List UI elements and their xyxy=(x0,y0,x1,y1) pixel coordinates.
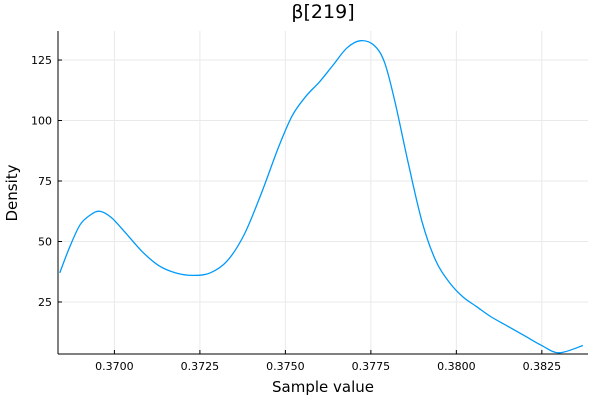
density-series-line xyxy=(59,39,584,354)
x-tick-label: 0.3750 xyxy=(266,360,305,373)
y-tick-label: 100 xyxy=(31,115,52,128)
x-tick-label: 0.3725 xyxy=(181,360,220,373)
ticks: 0.3700 0.3725 0.3750 0.3775 0.3800 0.3825 25 50… xyxy=(31,54,561,373)
y-tick-label: 25 xyxy=(38,296,52,309)
x-axis-label: Sample value xyxy=(272,378,374,396)
axes xyxy=(57,31,588,355)
x-tick-label: 0.3700 xyxy=(95,360,134,373)
y-tick-label: 75 xyxy=(38,175,52,188)
x-tick-label: 0.3800 xyxy=(437,360,476,373)
x-tick-label: 0.3825 xyxy=(523,360,562,373)
y-tick-label: 50 xyxy=(38,235,52,248)
chart-title: β[219] xyxy=(291,1,354,23)
series xyxy=(59,39,584,354)
x-tick-label: 0.3775 xyxy=(352,360,391,373)
y-axis-label: Density xyxy=(3,164,21,221)
y-tick-label: 125 xyxy=(31,54,52,67)
grid-lines xyxy=(58,31,588,354)
